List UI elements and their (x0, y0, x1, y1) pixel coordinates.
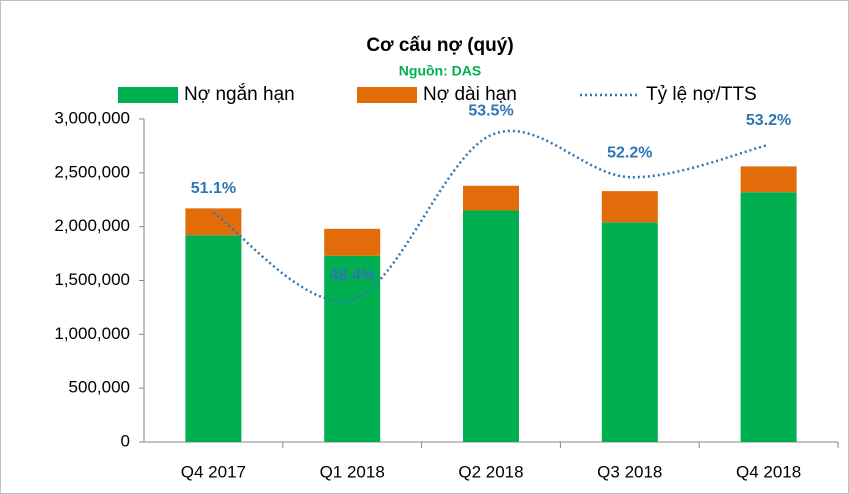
legend-label: Nợ ngắn hạn (184, 83, 295, 105)
bar (740, 166, 797, 193)
bar (324, 255, 381, 442)
line-series (212, 129, 769, 303)
x-tick-label: Q4 2018 (736, 462, 801, 481)
y-tick-label: 500,000 (69, 378, 130, 397)
x-tick-label: Q2 2018 (458, 462, 523, 481)
x-tick-label: Q4 2017 (181, 462, 246, 481)
bar (463, 210, 519, 442)
data-label: 51.1% (191, 180, 236, 197)
chart-subtitle: Nguồn: DAS (399, 63, 481, 79)
y-tick-label: 2,500,000 (54, 162, 130, 181)
y-tick-label: 1,500,000 (54, 270, 130, 289)
legend-label: Tỷ lệ nợ/TTS (646, 84, 757, 105)
bar (463, 185, 519, 211)
legend-label: Nợ dài hạn (423, 84, 517, 105)
chart-title: Cơ cấu nợ (quý) (366, 35, 513, 56)
bar (601, 191, 658, 223)
bar (185, 235, 242, 442)
bar (185, 208, 242, 236)
bar (740, 192, 797, 442)
y-tick-label: 3,000,000 (54, 108, 130, 127)
x-tick-label: Q1 2018 (320, 462, 385, 481)
data-label: 48.4% (330, 267, 375, 284)
y-tick-label: 2,000,000 (54, 216, 130, 235)
bar (601, 222, 658, 442)
legend-swatch (118, 87, 178, 103)
data-label: 52.2% (607, 144, 652, 161)
bar (324, 228, 381, 256)
x-tick-label: Q3 2018 (597, 462, 662, 481)
data-label: 53.2% (746, 112, 791, 129)
y-tick-label: 1,000,000 (54, 324, 130, 343)
data-label: 53.5% (468, 102, 513, 119)
legend-swatch (357, 87, 417, 103)
y-tick-label: 0 (121, 431, 130, 450)
